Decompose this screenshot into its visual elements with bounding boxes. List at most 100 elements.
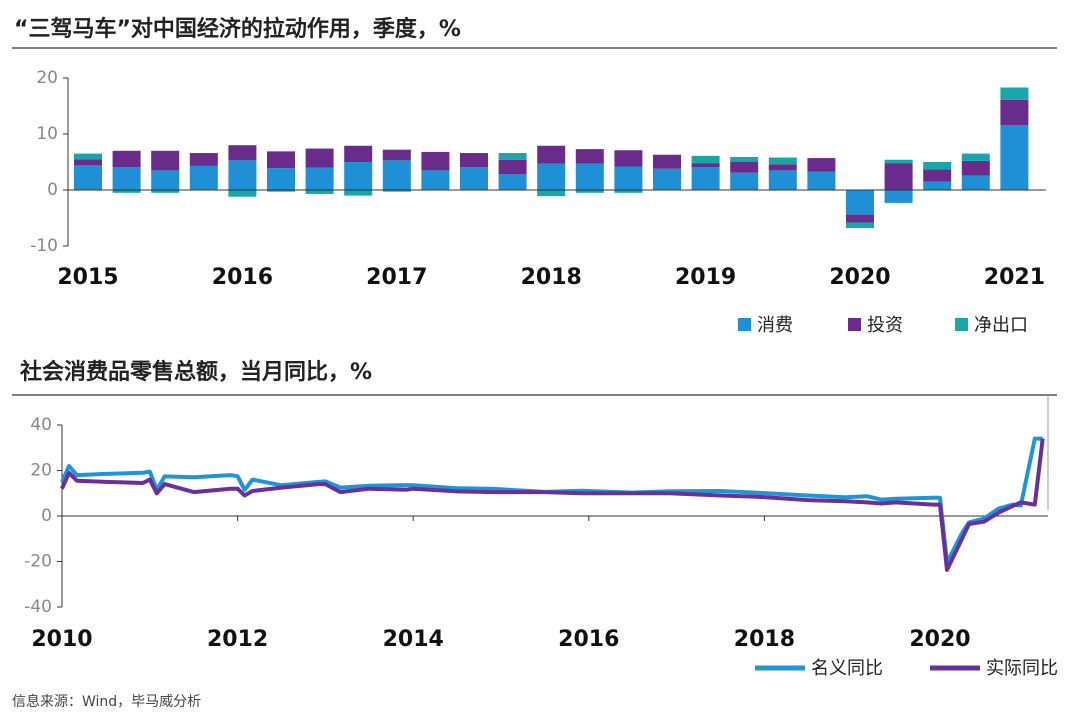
x-tick-label: 2021 [984, 265, 1045, 290]
bar-segment [151, 190, 180, 193]
x-tick-label: 2016 [212, 265, 273, 290]
bar-segment [730, 156, 759, 162]
bar-segment [846, 190, 874, 215]
bar-segment [344, 162, 373, 190]
y-tick-label: 20 [30, 461, 52, 481]
bar-segment [189, 165, 218, 190]
x-tick-label: 2015 [57, 265, 118, 290]
x-tick-label: 2012 [207, 627, 268, 652]
bar-segment [923, 162, 952, 170]
bar-segment [112, 150, 141, 168]
bar-segment [498, 153, 527, 160]
bar-segment [691, 163, 720, 168]
bar-segment [382, 149, 411, 161]
y-tick-label: 20 [36, 68, 58, 88]
y-tick-label: 40 [30, 415, 52, 435]
bar-segment [344, 145, 373, 162]
bar-segment [267, 190, 295, 192]
bar-segment [575, 190, 604, 193]
legend-swatch [738, 318, 751, 331]
bar-segment [112, 167, 141, 190]
bar-segment [460, 167, 488, 190]
x-tick-label: 2018 [734, 627, 795, 652]
bar-segment [575, 149, 604, 164]
bar-segment [421, 170, 450, 190]
bar-segment [74, 165, 102, 190]
x-tick-label: 2018 [521, 265, 582, 290]
bar-segment [74, 153, 102, 160]
bar-segment [112, 190, 141, 193]
bar-segment [228, 190, 257, 197]
bar-segment [653, 154, 681, 169]
chart-title: 社会消费品零售总额，当月同比，% [20, 359, 372, 385]
y-tick-label: 10 [36, 124, 58, 144]
bar-segment [537, 190, 566, 197]
bar-segment [1000, 99, 1029, 126]
bar-segment [1000, 125, 1029, 190]
bar-segment [382, 190, 411, 192]
bar-segment [614, 190, 643, 193]
bar-segment [768, 157, 797, 165]
legend-label: 消费 [757, 315, 793, 336]
legend-label: 名义同比 [811, 658, 883, 679]
bar-segment [807, 171, 836, 190]
bar-segment [74, 159, 102, 166]
x-tick-label: 2017 [366, 265, 427, 290]
line-series [60, 438, 1045, 572]
x-tick-label: 2019 [675, 265, 736, 290]
y-tick-label: -20 [24, 552, 52, 572]
bar-segment [691, 155, 720, 164]
y-tick-label: 0 [41, 506, 52, 526]
bar-segment [305, 148, 334, 168]
bar-segment [498, 174, 527, 190]
x-tick-label: 2010 [31, 627, 92, 652]
bar-segment [1000, 87, 1029, 100]
source-note: 信息来源：Wind，毕马威分析 [12, 693, 201, 710]
bar-segment [961, 175, 990, 190]
y-tick-label: -40 [24, 597, 52, 617]
bar-segment [923, 169, 952, 182]
bar-segment [961, 153, 990, 161]
bar-segment [884, 190, 913, 203]
bar-segment [460, 153, 488, 168]
y-tick-label: 0 [47, 180, 58, 200]
bar-segment [768, 170, 797, 190]
bar-segment [807, 158, 836, 172]
bar-segment [498, 159, 527, 175]
bar-segment [846, 214, 874, 223]
legend-label: 投资 [867, 315, 903, 336]
bar-segment [421, 151, 450, 171]
bar-segment [614, 166, 643, 190]
bar-segment [691, 167, 720, 190]
bar-segment [730, 172, 759, 190]
bar-segment [730, 162, 759, 173]
legend-swatch [848, 318, 861, 331]
bar-segment [228, 145, 257, 161]
bar-segment [923, 181, 952, 190]
bar-segment [267, 151, 295, 169]
bar-segment [961, 160, 990, 176]
bar-segment [344, 190, 373, 196]
x-tick-label: 2014 [383, 627, 444, 652]
chart-title: “三驾马车”对中国经济的拉动作用，季度，% [14, 16, 461, 42]
x-tick-label: 2020 [909, 627, 970, 652]
bar-segment [151, 150, 180, 171]
bar-segment [537, 163, 566, 190]
bar-segment [151, 170, 180, 190]
bar-segment [653, 168, 681, 190]
legend-swatch [955, 318, 968, 331]
bar-segment [267, 168, 295, 190]
bar-segment [305, 167, 334, 190]
bar-segment [537, 145, 566, 164]
bar-segment [884, 163, 913, 190]
bar-segment [768, 164, 797, 171]
y-tick-label: -10 [30, 236, 58, 256]
bar-segment [189, 153, 218, 166]
legend-label: 实际同比 [986, 658, 1058, 679]
bar-segment [884, 159, 913, 164]
x-tick-label: 2016 [558, 627, 619, 652]
bar-segment [614, 150, 643, 167]
legend-label: 净出口 [974, 315, 1028, 336]
x-tick-label: 2020 [829, 265, 890, 290]
